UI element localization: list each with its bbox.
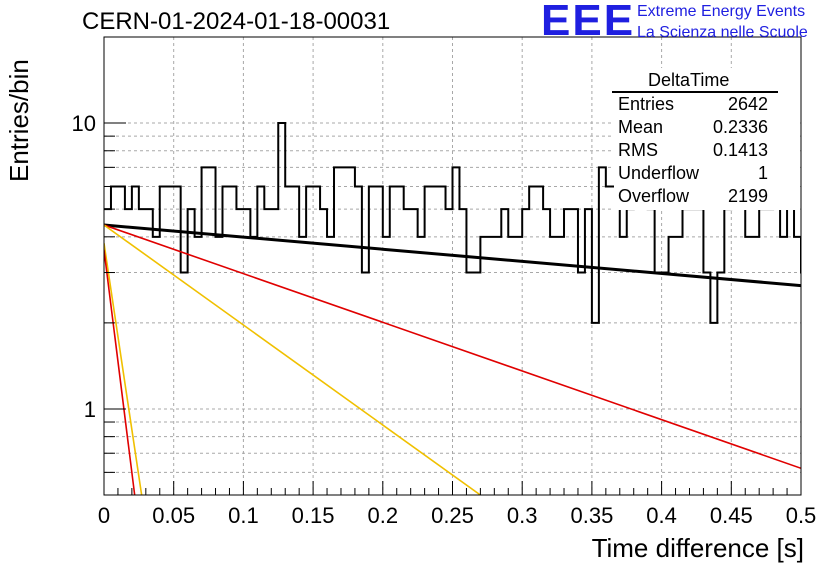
y-tick-label: 1 [84,397,96,422]
fit-line-1 [104,223,801,288]
eee-logo-line-1: Extreme Energy Events [637,3,806,20]
x-tick-label: 0.25 [431,503,474,528]
stats-key: Overflow [618,186,690,206]
x-tick-label: 0.3 [507,503,538,528]
run-title: CERN-01-2024-01-18-00031 [82,8,391,35]
stats-value: 0.1413 [712,140,768,160]
eee-logo-line-2: La Scienza nelle Scuole [637,24,808,41]
stats-box-title: DeltaTime [648,70,730,90]
fit-line-2 [104,224,801,470]
x-axis-label: Time difference [s] [591,533,804,563]
stats-key: RMS [618,140,658,160]
x-tick-label: 0.35 [570,503,613,528]
x-tick-label: 0.45 [710,503,753,528]
stats-value: 2199 [727,186,768,206]
eee-logo: EEE [541,0,636,45]
y-axis-label: Entries/bin [4,59,34,182]
stats-key: Mean [618,117,664,137]
fit-line-3 [104,224,481,495]
x-tick-label: 0.1 [228,503,259,528]
stats-key: Underflow [618,163,700,183]
stats-key: Entries [618,94,675,114]
x-tick-label: 0 [98,503,110,528]
stats-value: 1 [757,163,768,183]
x-tick-label: 0.15 [292,503,335,528]
stats-value: 2642 [727,94,768,114]
fit-line-4 [104,243,143,495]
y-axis: 1 10 [72,36,126,496]
fit-line-5 [104,249,136,495]
y-tick-label: 10 [72,111,96,136]
x-tick-label: 0.05 [152,503,195,528]
stats-value: 0.2336 [712,117,768,137]
x-tick-label: 0.2 [368,503,399,528]
x-tick-label: 0.4 [646,503,677,528]
x-tick-label: 0.5 [786,503,817,528]
x-axis: 0 0.05 0.1 0.15 0.2 0.25 0.3 0.35 0.4 0.45 0.5 [98,481,816,528]
